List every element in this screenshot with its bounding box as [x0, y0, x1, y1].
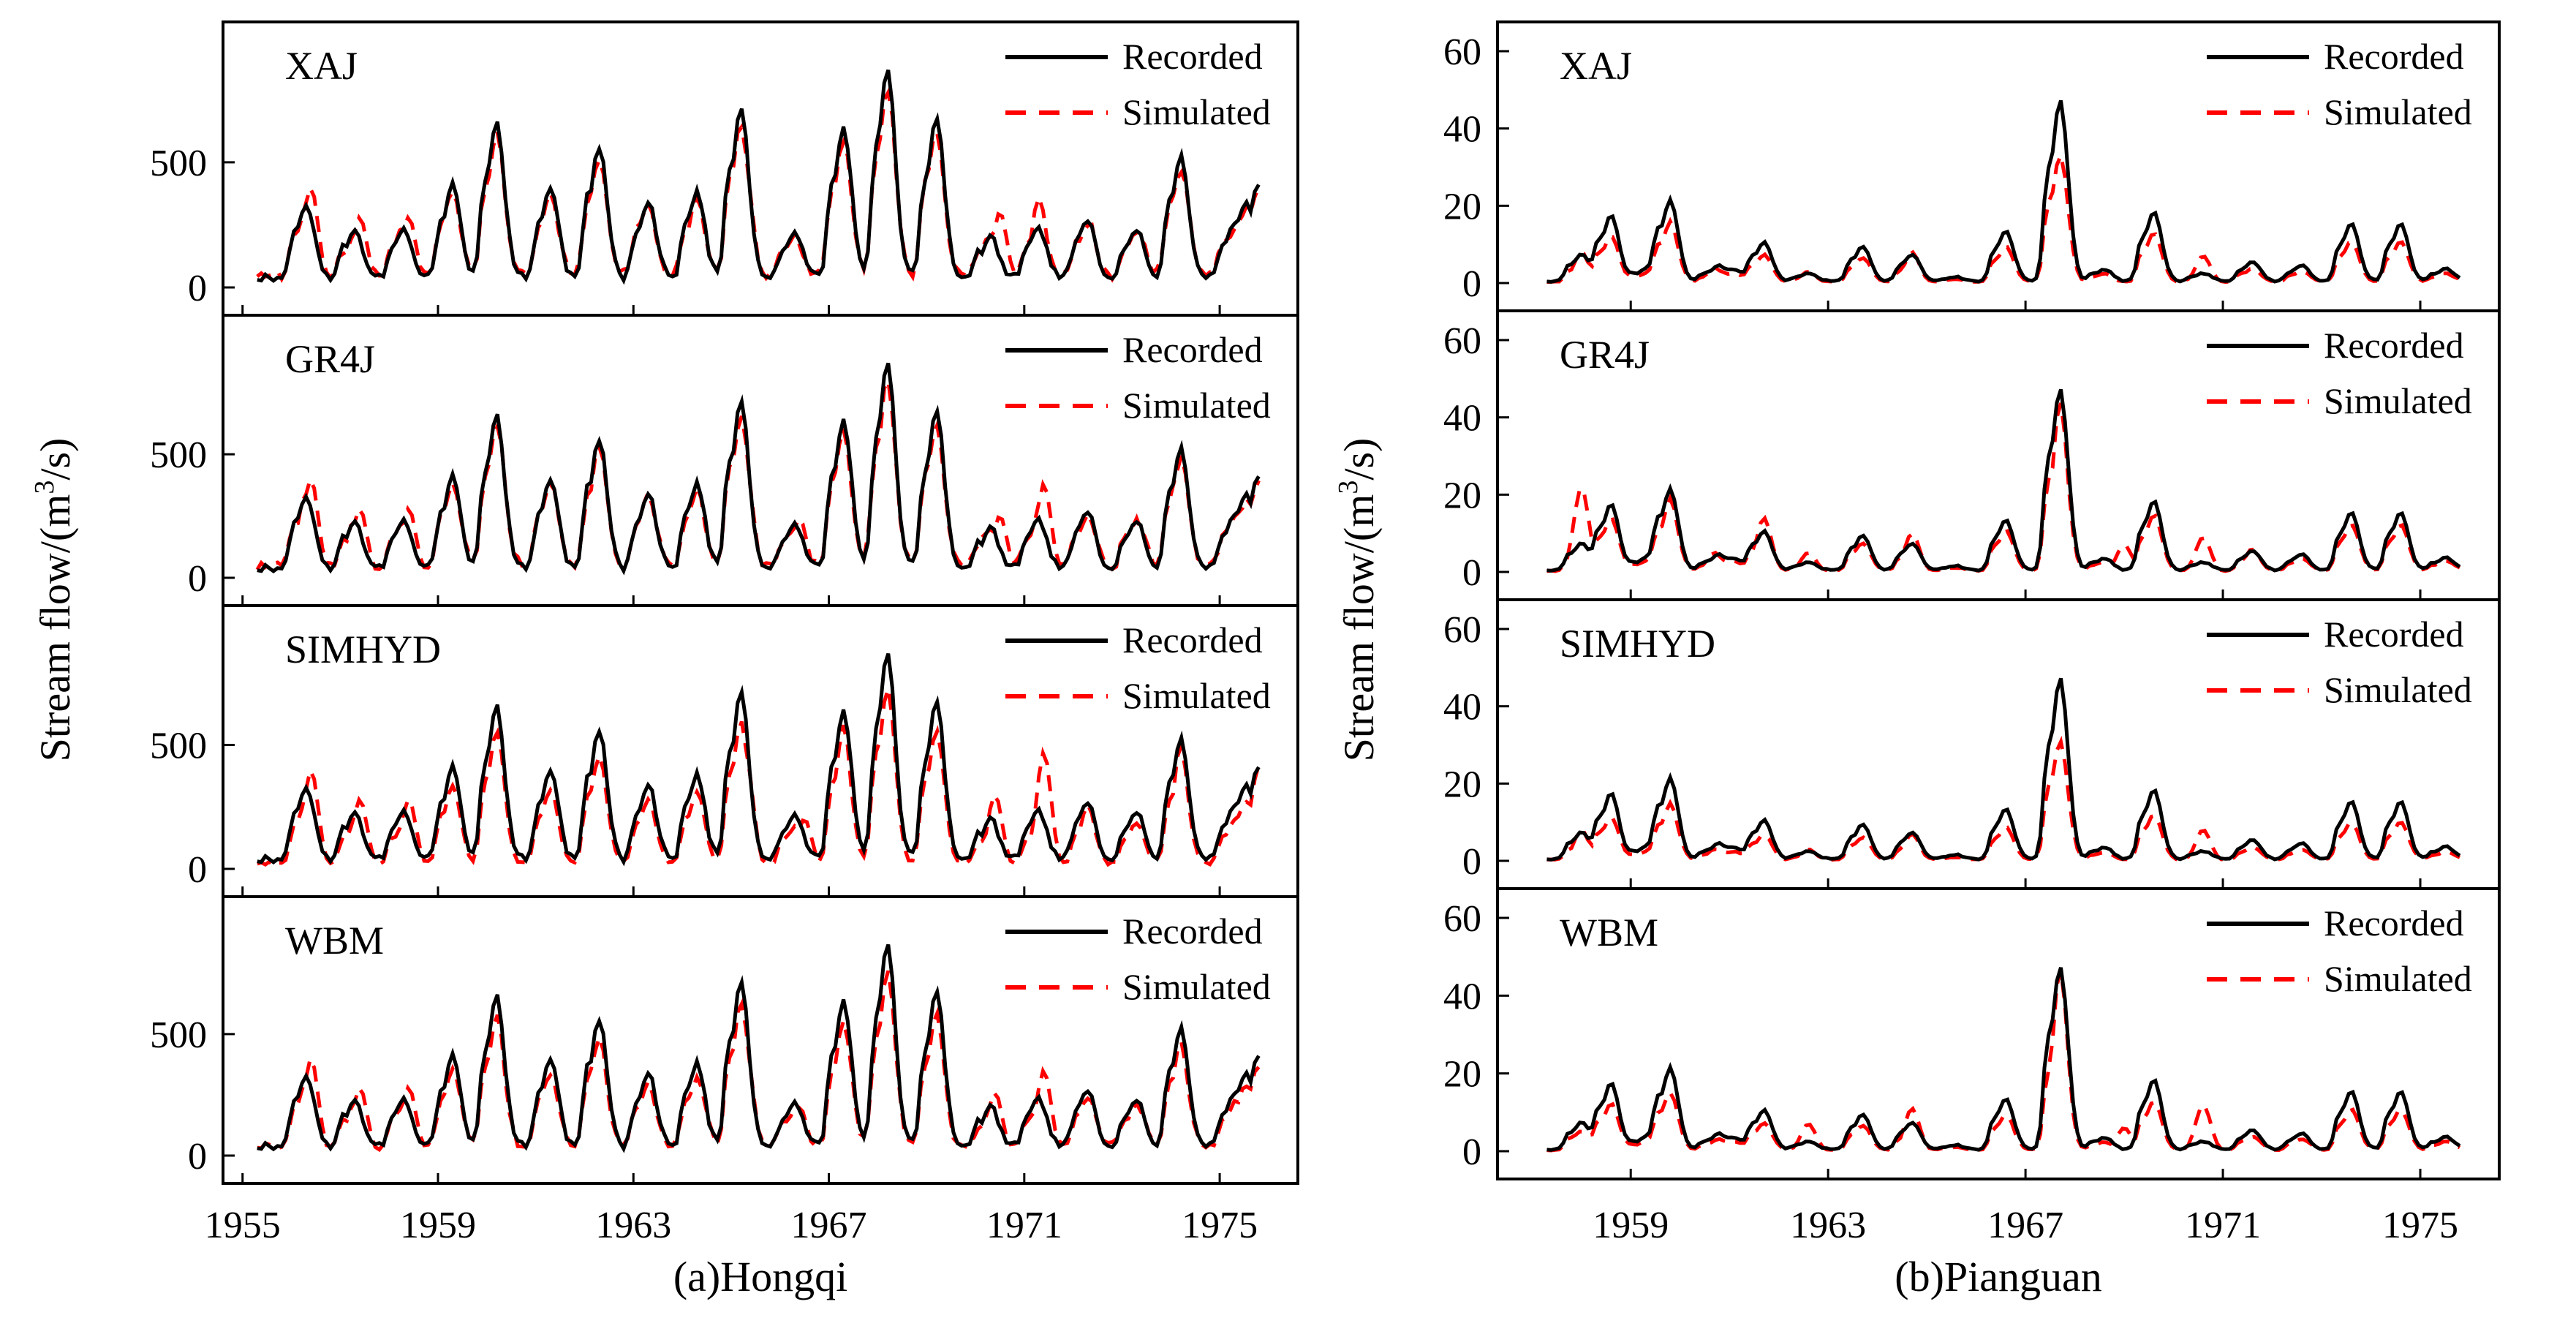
- series-recorded-simhyd: [257, 652, 1261, 867]
- panel-frame-wbm: [1496, 887, 2501, 1180]
- series-recorded-xaj: [1546, 99, 2461, 284]
- x-tick-label: 1967: [1987, 1205, 2063, 1246]
- x-tick-label: 1967: [791, 1205, 867, 1246]
- legend-simulated-label: Simulated: [1122, 966, 1271, 1007]
- series-recorded-wbm: [1546, 967, 2461, 1152]
- series-recorded-wbm: [257, 943, 1261, 1153]
- legend-recorded-label: Recorded: [2324, 36, 2464, 77]
- panel-title-hongqi: (a)Hongqi: [673, 1253, 847, 1300]
- x-tick-label: 1963: [595, 1205, 671, 1246]
- y-tick-label: 40: [1443, 398, 1481, 440]
- x-tick-label: 1975: [1182, 1205, 1258, 1246]
- y-tick-label: 20: [1443, 1054, 1481, 1096]
- y-tick-label: 60: [1443, 609, 1481, 651]
- y-tick-label: 20: [1443, 764, 1481, 805]
- model-label-xaj: XAJ: [285, 44, 358, 88]
- legend-recorded-label: Recorded: [1122, 619, 1263, 660]
- y-tick-label: 500: [150, 1014, 207, 1056]
- panel-title-pianguan: (b)Pianguan: [1895, 1253, 2102, 1300]
- charts-group: (a)Hongqi 1955 1959 1963 1967 1971 1975 0 500 XAJ…: [150, 20, 2501, 1300]
- y-tick-label: 40: [1443, 109, 1481, 151]
- y-tick-label: 0: [1462, 263, 1481, 305]
- series-recorded-xaj: [257, 69, 1261, 285]
- x-tick-label: 1955: [205, 1205, 281, 1246]
- series-recorded-gr4j: [1546, 388, 2461, 573]
- y-tick-label: 40: [1443, 976, 1481, 1017]
- y-tick-label: 60: [1443, 898, 1481, 940]
- left-ylabel-main: Stream flow/(m: [31, 494, 79, 762]
- y-tick-label: 0: [188, 849, 207, 891]
- y-tick-label: 0: [1462, 1131, 1481, 1173]
- x-tick-label: 1959: [1593, 1205, 1669, 1246]
- right-ylabel-end: /s): [1335, 438, 1383, 481]
- legend-recorded-label: Recorded: [2324, 903, 2464, 943]
- legend-recorded-label: Recorded: [2324, 614, 2464, 655]
- legend-recorded-label: Recorded: [2324, 325, 2464, 366]
- x-tick-label: 1963: [1790, 1205, 1866, 1246]
- legend-simulated-label: Simulated: [1122, 385, 1271, 426]
- legend-simulated-label: Simulated: [2324, 380, 2472, 421]
- y-tick-label: 500: [150, 726, 207, 767]
- panel-frame-wbm: [222, 895, 1299, 1185]
- y-tick-label: 0: [188, 1136, 207, 1178]
- y-tick-label: 20: [1443, 475, 1481, 516]
- y-tick-label: 60: [1443, 31, 1481, 73]
- model-label-gr4j: GR4J: [285, 337, 375, 381]
- left-y-axis-label: Stream flow/(m3/s): [29, 438, 79, 762]
- y-tick-label: 0: [1462, 841, 1481, 883]
- series-simulated-xaj: [1546, 148, 2460, 285]
- series-recorded-gr4j: [257, 362, 1261, 576]
- x-tick-label: 1971: [2185, 1205, 2261, 1246]
- model-label-simhyd: SIMHYD: [1560, 622, 1715, 666]
- model-label-simhyd: SIMHYD: [285, 628, 441, 671]
- right-ylabel-sup: 3: [1333, 481, 1364, 494]
- x-tick-label: 1971: [986, 1205, 1062, 1246]
- legend-simulated-label: Simulated: [1122, 675, 1271, 716]
- legend-recorded-label: Recorded: [1122, 36, 1263, 77]
- right-y-axis-label: Stream flow/(m3/s): [1333, 438, 1383, 762]
- model-label-xaj: XAJ: [1560, 44, 1632, 88]
- model-label-wbm: WBM: [285, 919, 384, 963]
- y-tick-label: 500: [150, 143, 207, 184]
- legend-recorded-label: Recorded: [1122, 329, 1263, 370]
- left-ylabel-sup: 3: [29, 481, 60, 494]
- y-tick-label: 20: [1443, 186, 1481, 227]
- y-tick-label: 0: [188, 268, 207, 309]
- series-recorded-simhyd: [1546, 677, 2461, 862]
- x-tick-label: 1975: [2382, 1205, 2458, 1246]
- model-label-wbm: WBM: [1560, 911, 1658, 954]
- series-simulated-wbm: [1546, 969, 2461, 1153]
- left-ylabel-end: /s): [31, 438, 79, 481]
- model-label-gr4j: GR4J: [1560, 333, 1650, 377]
- legend-recorded-label: Recorded: [1122, 911, 1263, 952]
- right-ylabel-main: Stream flow/(m: [1335, 494, 1383, 762]
- legend-simulated-label: Simulated: [1122, 91, 1271, 132]
- y-tick-label: 60: [1443, 320, 1481, 362]
- legend-simulated-label: Simulated: [2324, 91, 2472, 132]
- y-tick-label: 40: [1443, 687, 1481, 728]
- y-tick-label: 0: [1462, 552, 1481, 594]
- legend-simulated-label: Simulated: [2324, 958, 2472, 999]
- y-tick-label: 500: [150, 434, 207, 476]
- series-simulated-simhyd: [1546, 736, 2460, 862]
- x-tick-label: 1959: [400, 1205, 476, 1246]
- legend-simulated-label: Simulated: [2324, 669, 2472, 710]
- y-tick-label: 0: [188, 558, 207, 600]
